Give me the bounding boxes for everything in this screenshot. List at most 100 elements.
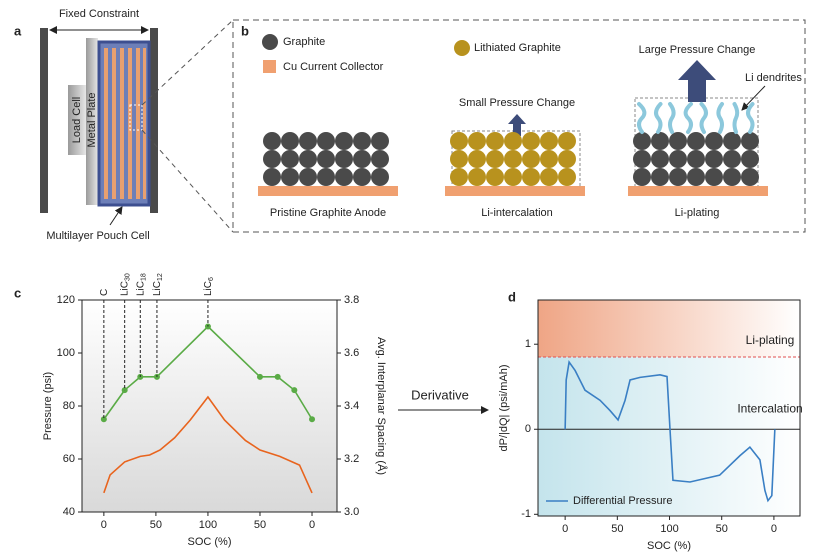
panel-label: c (14, 285, 21, 300)
particle (540, 132, 558, 150)
frame (232, 19, 806, 233)
marker (100, 416, 107, 423)
x-tick-label: 100 (660, 523, 678, 535)
x-tick-label: 50 (716, 523, 728, 535)
panel-label: d (508, 289, 516, 304)
annotation-text: LiC (119, 281, 130, 296)
particle (705, 168, 723, 186)
particle (522, 168, 540, 186)
annotation: LiC12 (152, 273, 165, 296)
particle (450, 132, 468, 150)
particle (281, 168, 299, 186)
y-tick-label: 40 (63, 506, 75, 518)
x-tick-label: 50 (611, 523, 623, 535)
particle (281, 150, 299, 168)
particle (299, 150, 317, 168)
plating-region (538, 300, 800, 357)
annotation-sub: 30 (125, 273, 132, 281)
series-line (103, 395, 313, 494)
y-tick-label: 1 (525, 338, 531, 350)
x-axis-label: SOC (%) (647, 540, 691, 552)
y2-tick-label: 3.8 (344, 294, 359, 306)
zoom-line (141, 19, 234, 106)
x-tick-label: 0 (562, 523, 568, 535)
y-tick-label: 120 (57, 294, 75, 306)
y2-tick-label: 3.4 (344, 400, 359, 412)
y2-tick-label: 3.2 (344, 453, 359, 465)
particle (723, 150, 741, 168)
particle (335, 150, 353, 168)
label: Large Pressure Change (639, 44, 756, 56)
label: Fixed Constraint (59, 8, 139, 20)
particle (504, 132, 522, 150)
label: Small Pressure Change (459, 97, 575, 109)
particle (353, 150, 371, 168)
particle (450, 150, 468, 168)
particle (371, 150, 389, 168)
stripes (104, 48, 146, 199)
particle (558, 132, 576, 150)
arrow (508, 114, 526, 136)
y-axis-label: dP/|dQ| (psi/mAh) (498, 364, 510, 451)
annotation: C (98, 289, 109, 296)
y-tick-label: 80 (63, 400, 75, 412)
particle (651, 168, 669, 186)
particle (705, 132, 723, 150)
particle (335, 168, 353, 186)
plot-frame (537, 299, 801, 517)
particle (299, 132, 317, 150)
label: Li dendrites (745, 72, 802, 84)
label: Multilayer Pouch Cell (46, 230, 149, 242)
particle (504, 168, 522, 186)
current-collector (258, 186, 398, 196)
particle (504, 150, 522, 168)
y2-tick-label: 3.0 (344, 506, 359, 518)
particle (558, 168, 576, 186)
arrow (109, 206, 123, 226)
particle (522, 150, 540, 168)
particle (317, 150, 335, 168)
plate (40, 28, 48, 213)
current-collector (445, 186, 585, 196)
label: Li-intercalation (481, 207, 553, 219)
particle (468, 168, 486, 186)
particle (468, 132, 486, 150)
particle (687, 132, 705, 150)
plate (150, 28, 158, 213)
particle (299, 168, 317, 186)
legend-icon (262, 34, 278, 50)
particle (633, 150, 651, 168)
label: Derivative (411, 387, 469, 402)
label: Lithiated Graphite (474, 42, 561, 54)
particle (633, 168, 651, 186)
particle (371, 168, 389, 186)
arrow (741, 85, 766, 111)
label: Cu Current Collector (283, 61, 384, 73)
particle (540, 168, 558, 186)
y-axis-label: Pressure (psi) (42, 372, 54, 440)
annotation-sub: 12 (157, 273, 164, 281)
intercalation-region (538, 356, 800, 516)
particle (669, 132, 687, 150)
dendrite (746, 102, 755, 134)
particle (468, 150, 486, 168)
particle (669, 168, 687, 186)
annotation: LiC30 (119, 273, 132, 296)
particle (651, 150, 669, 168)
annotation-sub: 18 (141, 273, 148, 281)
marker (309, 416, 316, 423)
particle (705, 150, 723, 168)
setup-schematic: Fixed Constraint Load Cell Metal Plate M… (40, 8, 234, 242)
region-label: Li-plating (746, 333, 795, 347)
particle (741, 168, 759, 186)
load-cell (68, 85, 86, 155)
particle (633, 132, 651, 150)
particle (723, 132, 741, 150)
particle (450, 168, 468, 186)
annotation-text: LiC (135, 281, 146, 296)
particle (486, 132, 504, 150)
zoom-box (129, 104, 143, 131)
zoom-line (141, 129, 234, 233)
x-tick-label: 100 (199, 519, 217, 531)
